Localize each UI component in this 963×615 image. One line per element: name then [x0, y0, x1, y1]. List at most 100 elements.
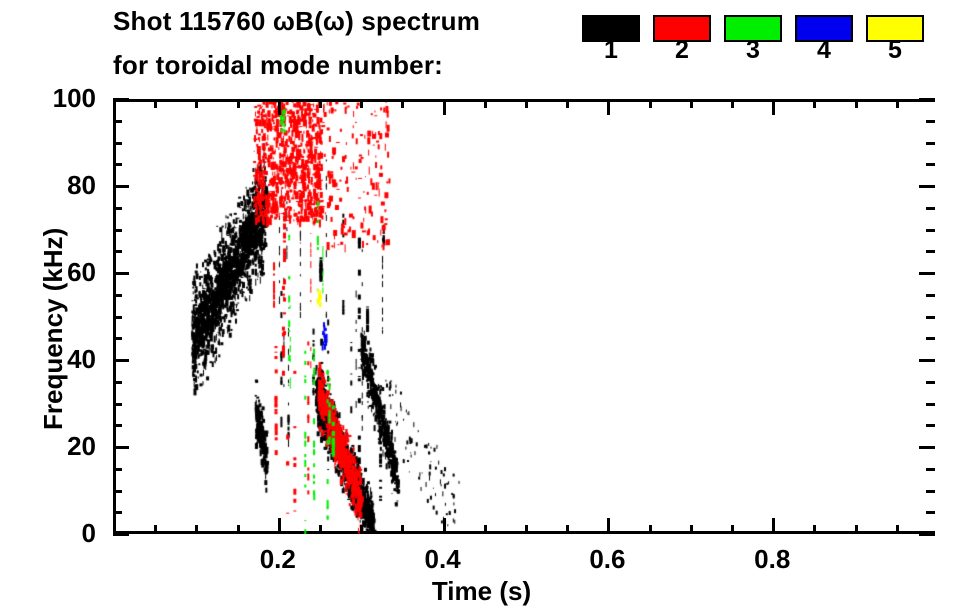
x-tick-label-0.8: 0.8: [754, 544, 791, 574]
y-minor-tick-right: [926, 229, 935, 232]
y-major-tick: [113, 272, 129, 275]
y-minor-tick-right: [926, 142, 935, 145]
y-tick-label-60: 60: [67, 257, 96, 287]
y-minor-tick-right: [926, 294, 935, 297]
y-minor-tick-right: [926, 490, 935, 493]
y-tick-label-20: 20: [67, 431, 96, 461]
legend-label-5: 5: [888, 36, 902, 64]
x-major-tick: [278, 518, 281, 534]
y-minor-tick: [113, 424, 122, 427]
x-minor-tick: [896, 525, 899, 534]
x-minor-tick-top: [195, 99, 198, 108]
y-minor-tick: [113, 490, 122, 493]
x-minor-tick: [649, 525, 652, 534]
x-minor-tick-top: [855, 99, 858, 108]
legend-label-4: 4: [817, 36, 831, 64]
x-major-tick-top: [772, 99, 775, 115]
y-major-tick-right: [919, 446, 935, 449]
x-tick-label-0.4: 0.4: [424, 544, 461, 574]
x-minor-tick: [731, 525, 734, 534]
x-minor-tick: [237, 525, 240, 534]
figure-title-line-2: for toroidal mode number:: [113, 50, 443, 80]
x-minor-tick: [690, 525, 693, 534]
x-minor-tick: [195, 525, 198, 534]
y-minor-tick-right: [926, 381, 935, 384]
legend: 1 2 3 4 5: [582, 15, 932, 70]
x-minor-tick-top: [813, 99, 816, 108]
y-minor-tick: [113, 468, 122, 471]
spectrogram-plot-area: [116, 102, 935, 534]
y-tick-label-80: 80: [67, 170, 96, 200]
x-minor-tick: [855, 525, 858, 534]
x-minor-tick-top: [690, 99, 693, 108]
y-minor-tick-right: [926, 207, 935, 210]
y-minor-tick: [113, 142, 122, 145]
legend-swatch-4: [795, 15, 853, 42]
legend-swatch-2: [653, 15, 711, 42]
x-major-tick-top: [443, 99, 446, 115]
y-minor-tick: [113, 250, 122, 253]
y-minor-tick-right: [926, 163, 935, 166]
y-minor-tick: [113, 316, 122, 319]
x-major-tick: [607, 518, 610, 534]
x-minor-tick-top: [360, 99, 363, 108]
legend-label-3: 3: [746, 36, 760, 64]
legend-label-1: 1: [604, 36, 618, 64]
x-major-tick-top: [278, 99, 281, 115]
x-minor-tick: [484, 525, 487, 534]
x-minor-tick-top: [484, 99, 487, 108]
x-minor-tick-top: [525, 99, 528, 108]
y-tick-label-40: 40: [67, 344, 96, 374]
y-minor-tick-right: [926, 511, 935, 514]
x-minor-tick-top: [319, 99, 322, 108]
figure-title-line-1: Shot 115760 ωB(ω) spectrum: [113, 6, 481, 36]
y-minor-tick: [113, 163, 122, 166]
x-major-tick-top: [607, 99, 610, 115]
y-major-tick-right: [919, 98, 935, 101]
legend-item-2: 2: [653, 15, 711, 70]
legend-swatch-1: [582, 15, 640, 42]
x-minor-tick-top: [154, 99, 157, 108]
y-minor-tick: [113, 207, 122, 210]
x-major-tick: [772, 518, 775, 534]
y-tick-label-100: 100: [52, 83, 96, 113]
x-major-tick: [443, 518, 446, 534]
x-minor-tick: [525, 525, 528, 534]
y-major-tick: [113, 98, 129, 101]
y-major-tick-right: [919, 272, 935, 275]
y-minor-tick: [113, 120, 122, 123]
legend-item-1: 1: [582, 15, 640, 70]
x-minor-tick: [360, 525, 363, 534]
legend-item-3: 3: [724, 15, 782, 70]
y-major-tick: [113, 185, 129, 188]
y-minor-tick: [113, 294, 122, 297]
x-minor-tick-top: [896, 99, 899, 108]
x-minor-tick-top: [113, 99, 116, 108]
y-minor-tick-right: [926, 403, 935, 406]
y-minor-tick: [113, 229, 122, 232]
x-axis-title: Time (s): [431, 576, 532, 606]
x-minor-tick-top: [401, 99, 404, 108]
y-minor-tick: [113, 511, 122, 514]
y-minor-tick-right: [926, 316, 935, 319]
x-tick-label-0.6: 0.6: [589, 544, 626, 574]
y-major-tick: [113, 446, 129, 449]
y-minor-tick-right: [926, 424, 935, 427]
y-minor-tick: [113, 337, 122, 340]
x-minor-tick-top: [649, 99, 652, 108]
y-major-tick-right: [919, 185, 935, 188]
y-minor-tick-right: [926, 250, 935, 253]
legend-item-4: 4: [795, 15, 853, 70]
y-minor-tick: [113, 403, 122, 406]
x-minor-tick: [154, 525, 157, 534]
y-major-tick-right: [919, 533, 935, 536]
legend-label-2: 2: [675, 36, 689, 64]
x-minor-tick-top: [731, 99, 734, 108]
x-minor-tick-top: [566, 99, 569, 108]
y-minor-tick-right: [926, 337, 935, 340]
legend-item-5: 5: [866, 15, 924, 70]
y-major-tick: [113, 533, 129, 536]
x-tick-label-0.2: 0.2: [259, 544, 296, 574]
x-minor-tick: [566, 525, 569, 534]
